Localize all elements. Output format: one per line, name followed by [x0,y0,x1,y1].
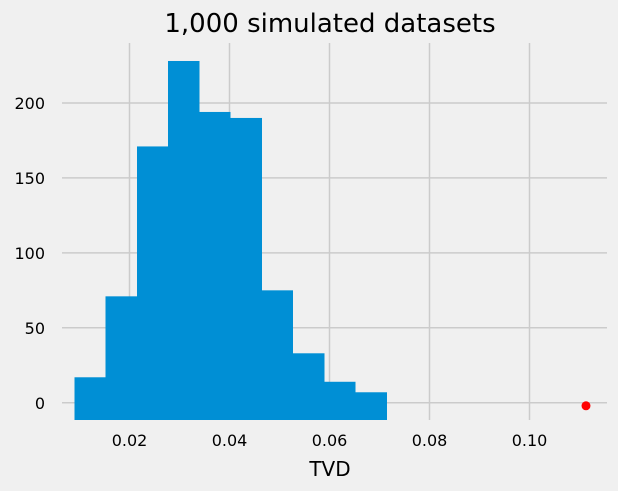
y-tick-label: 0 [35,394,45,413]
x-tick-label: 0.06 [312,431,348,450]
histogram-bar [324,381,356,420]
x-axis-label: TVD [308,457,350,481]
histogram-bar [199,111,231,420]
observed-value-marker [581,401,591,411]
x-tick-label: 0.10 [512,431,548,450]
x-tick-label: 0.04 [212,431,248,450]
histogram-bar [355,392,387,420]
histogram-bars [74,60,387,421]
histogram-bar [293,353,325,420]
y-tick-labels: 0 50 100 150 200 [14,94,45,413]
histogram-bar [137,146,168,421]
x-tick-labels: 0.02 0.04 0.06 0.08 0.10 [112,431,548,450]
observed-marker-layer [581,401,591,411]
histogram-bar [74,377,106,420]
y-tick-label: 150 [14,169,45,188]
y-tick-label: 200 [14,94,45,113]
chart-title: 1,000 simulated datasets [164,9,495,39]
histogram-bar [105,296,137,420]
histogram-bar [168,60,200,421]
histogram-bar [262,290,293,420]
y-tick-label: 100 [14,244,45,263]
x-tick-label: 0.02 [112,431,148,450]
x-tick-label: 0.08 [412,431,448,450]
y-tick-label: 50 [25,319,45,338]
histogram-bar [230,117,262,421]
